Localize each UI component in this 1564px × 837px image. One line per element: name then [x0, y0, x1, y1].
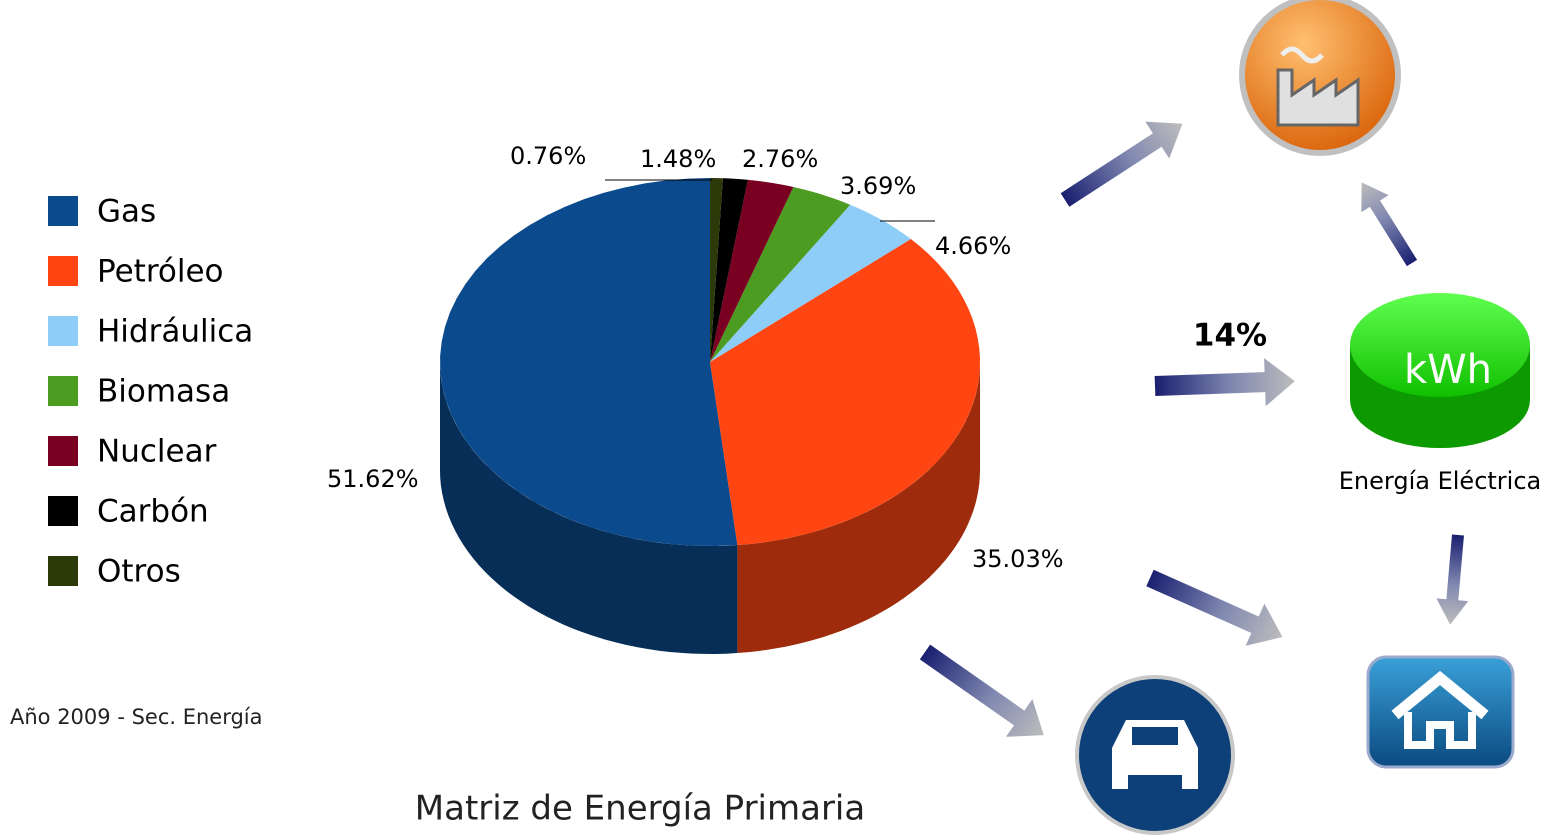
arrow — [1060, 121, 1183, 207]
pie-slice — [710, 178, 748, 362]
legend-swatch — [48, 436, 78, 466]
car-icon — [1075, 675, 1235, 835]
legend-label: Nuclear — [97, 434, 217, 470]
arrow — [1154, 358, 1295, 407]
pie: 51.62% 35.03% 4.66% 3.69% 2.76% 1.48% 0.76% — [327, 142, 1064, 654]
legend-label: Gas — [97, 194, 156, 230]
pie-slice — [710, 239, 980, 545]
pie-slice — [710, 187, 851, 362]
value-label: 3.69% — [840, 172, 916, 200]
pie-slice — [710, 178, 723, 362]
pie-slice — [710, 179, 794, 362]
legend-label: Biomasa — [97, 374, 230, 410]
value-label: 35.03% — [972, 545, 1064, 573]
chart-title: Matriz de Energía Primaria — [415, 789, 865, 829]
annotation: 14% — [1193, 318, 1267, 354]
value-label: 51.62% — [327, 465, 419, 493]
arrow — [1361, 182, 1418, 267]
value-label: 1.48% — [640, 145, 716, 173]
arrows — [919, 121, 1469, 737]
source-note: Año 2009 - Sec. Energía — [10, 705, 263, 729]
value-label: 0.76% — [510, 142, 586, 170]
house-icon — [1366, 655, 1515, 769]
kwh-node: kWh — [1350, 293, 1530, 448]
value-label: 2.76% — [742, 145, 818, 173]
node-label: kWh — [1404, 347, 1492, 393]
pie-side — [440, 362, 738, 654]
legend-label: Otros — [97, 554, 181, 590]
node-caption: Energía Eléctrica — [1339, 467, 1541, 495]
value-label: 4.66% — [935, 232, 1011, 260]
legend-swatch — [48, 496, 78, 526]
legend-label: Petróleo — [97, 254, 224, 290]
factory-icon — [1239, 0, 1401, 156]
pie-slice — [710, 204, 911, 362]
pie-slice — [440, 178, 738, 546]
pie-side — [737, 362, 980, 653]
legend-label: Hidráulica — [97, 314, 253, 350]
arrow — [919, 644, 1044, 737]
legend-swatch — [48, 256, 78, 286]
legend-label: Carbón — [97, 494, 209, 530]
arrow — [1146, 569, 1283, 646]
legend-swatch — [48, 316, 78, 346]
legend-swatch — [48, 556, 78, 586]
legend-swatch — [48, 376, 78, 406]
legend-swatch — [48, 196, 78, 226]
legend: Gas Petróleo Hidráulica Biomasa Nuclear Carbó… — [48, 194, 253, 590]
arrow — [1436, 534, 1469, 625]
